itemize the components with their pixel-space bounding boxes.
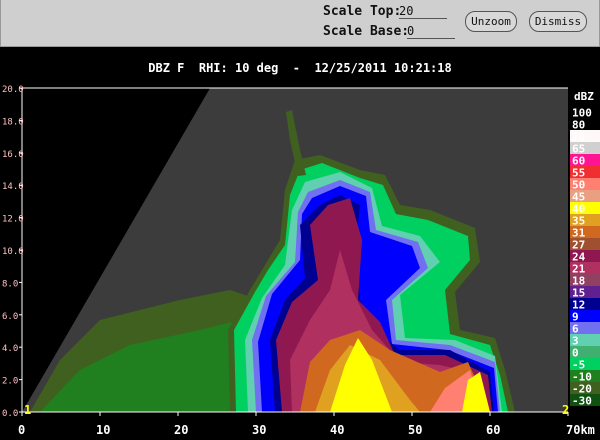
legend-label: 50 (572, 179, 585, 192)
legend-label: 60 (572, 155, 585, 168)
y-tick-label: 6.0 (2, 312, 18, 322)
legend-swatch (570, 310, 600, 322)
legend-label: -5 (572, 359, 585, 372)
legend-swatch (570, 202, 600, 214)
scale-base-input[interactable]: 0 (407, 24, 455, 39)
y-tick-label: 10.0 (2, 247, 24, 257)
legend-swatch (570, 190, 600, 202)
y-tick-label: 16.0 (2, 150, 24, 160)
y-tick-label: 20.0 (2, 85, 24, 95)
blind-zone (22, 88, 210, 412)
plot-title: DBZ F RHI: 10 deg - 12/25/2011 10:21:18 (148, 61, 452, 75)
legend-label: 40 (572, 203, 585, 216)
y-tick-label: 2.0 (2, 377, 18, 387)
legend-label: 0 (572, 347, 579, 360)
reflectivity-region (40, 320, 250, 412)
legend-label: -30 (572, 395, 592, 408)
legend-swatch (570, 166, 600, 178)
legend-label: 21 (572, 263, 586, 276)
x-tick-label: 40 (330, 423, 344, 437)
legend-label: 9 (572, 311, 579, 324)
legend-swatch (570, 322, 600, 334)
legend-swatch (570, 178, 600, 190)
legend-swatch (570, 394, 600, 406)
marker-1: 1 (24, 403, 31, 417)
legend-label: 100 (572, 107, 592, 120)
legend-swatch (570, 370, 600, 382)
legend-swatch (570, 106, 600, 118)
legend-label: 65 (572, 143, 585, 156)
legend-label: 24 (572, 251, 586, 264)
legend-swatch (570, 154, 600, 166)
legend-swatch (570, 298, 600, 310)
legend-swatch (570, 286, 600, 298)
legend-swatch (570, 130, 600, 142)
legend-label: 45 (572, 191, 585, 204)
x-tick-label: 50 (408, 423, 422, 437)
legend-swatch (570, 382, 600, 394)
x-tick-label: 0 (18, 423, 25, 437)
legend-label: 31 (572, 227, 586, 240)
legend-swatch (570, 118, 600, 130)
y-tick-label: 12.0 (2, 215, 24, 225)
y-tick-label: 14.0 (2, 182, 24, 192)
legend-label: 18 (572, 275, 585, 288)
reflectivity-region (330, 338, 392, 412)
legend-label: 35 (572, 215, 585, 228)
x-tick-label: 20 (174, 423, 188, 437)
reflectivity-region (286, 110, 306, 176)
x-tick-label: 60 (486, 423, 500, 437)
legend-label: 6 (572, 323, 579, 336)
legend-swatch (570, 142, 600, 154)
legend-label: -10 (572, 371, 592, 384)
reflectivity-region (462, 372, 490, 412)
y-tick-label: 4.0 (2, 344, 18, 354)
unzoom-button[interactable]: Unzoom (465, 11, 517, 32)
legend-swatch (570, 358, 600, 370)
scale-top-input[interactable]: 20 (399, 4, 447, 19)
legend-swatch (570, 250, 600, 262)
legend-swatch (570, 226, 600, 238)
legend-label: 12 (572, 299, 585, 312)
x-tick-label: 70km (566, 423, 595, 437)
legend-swatch (570, 238, 600, 250)
legend-swatch (570, 262, 600, 274)
legend-swatch (570, 214, 600, 226)
control-panel: Scale Top: 20 Scale Base: 0 Unzoom Dismi… (0, 0, 600, 47)
marker-2: 2 (562, 403, 569, 417)
legend-label: 15 (572, 287, 585, 300)
dismiss-button[interactable]: Dismiss (529, 11, 587, 32)
scale-top-label: Scale Top: (323, 4, 402, 19)
legend-unit: dBZ (574, 90, 594, 103)
legend-label: 27 (572, 239, 585, 252)
x-tick-label: 30 (252, 423, 266, 437)
y-tick-label: 8.0 (2, 279, 18, 289)
legend-label: 55 (572, 167, 585, 180)
legend-swatch (570, 274, 600, 286)
legend-label: -20 (572, 383, 592, 396)
legend-label: 80 (572, 119, 585, 132)
legend-label: 3 (572, 335, 579, 348)
x-tick-label: 10 (96, 423, 110, 437)
scale-base-label: Scale Base: (323, 24, 410, 39)
legend-label: 70 (572, 131, 585, 144)
legend-swatch (570, 334, 600, 346)
y-tick-label: 0.0 (2, 409, 18, 419)
y-tick-label: 18.0 (2, 117, 24, 127)
legend-swatch (570, 346, 600, 358)
